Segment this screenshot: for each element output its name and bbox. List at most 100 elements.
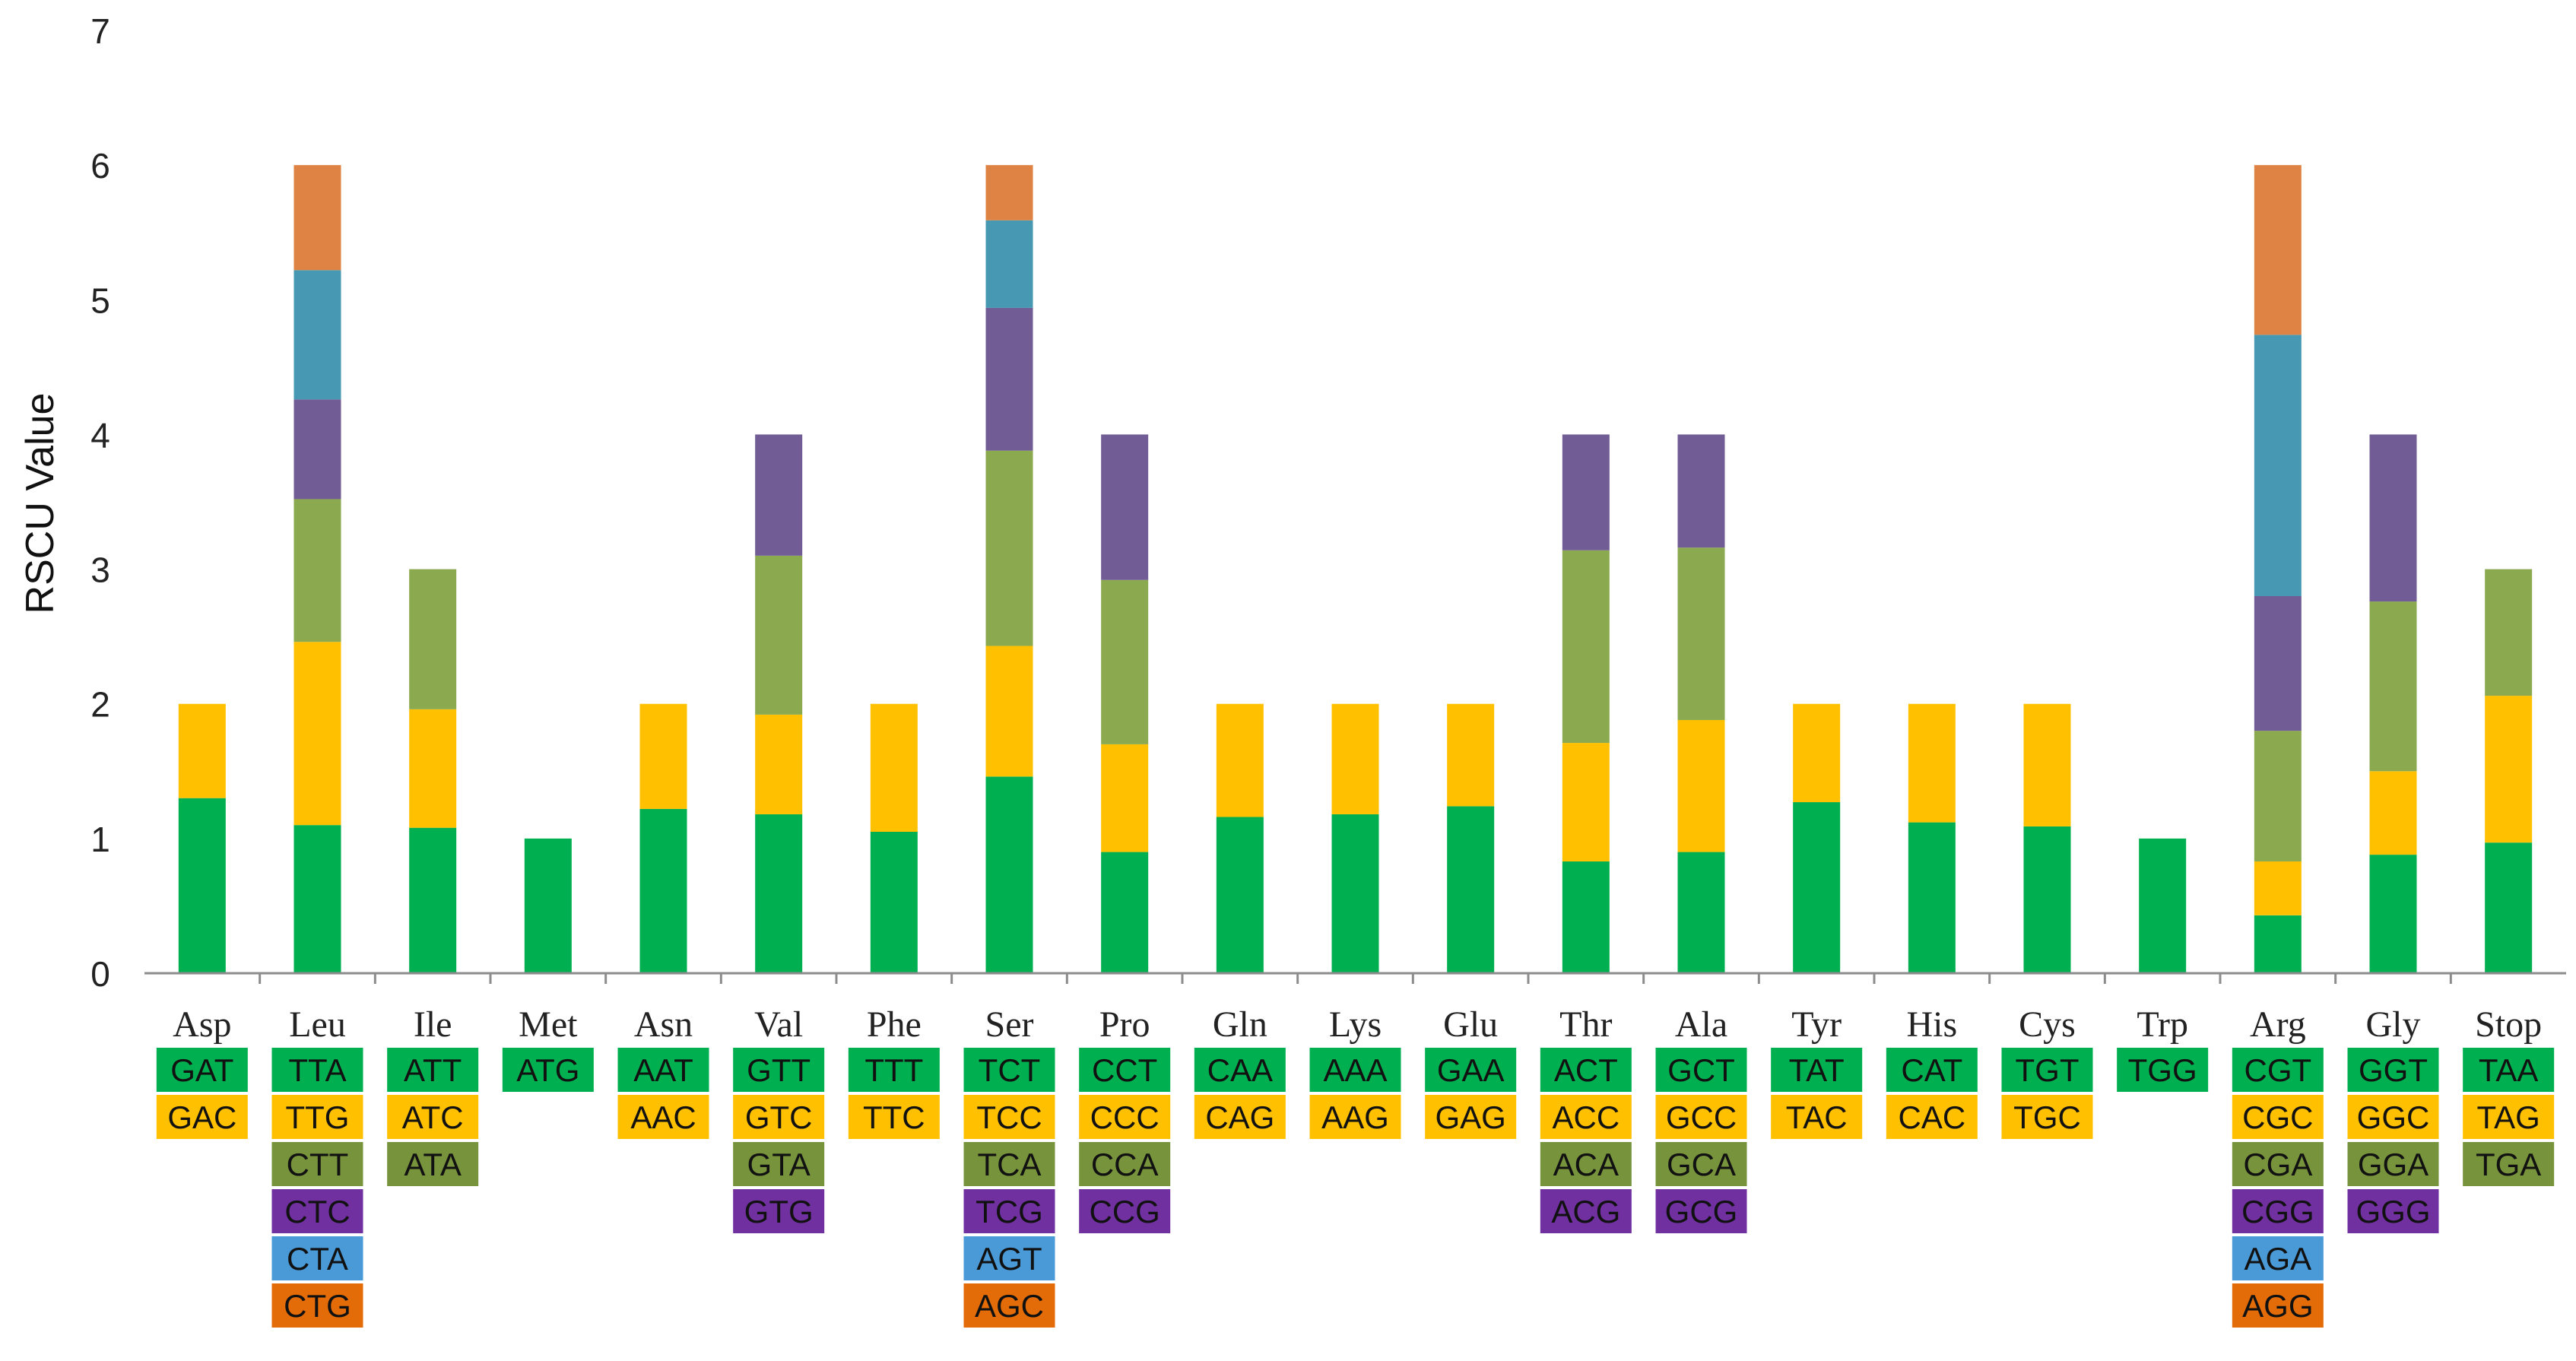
codon-box-gcc	[1655, 1095, 1747, 1139]
x-tick-label-arg: Arg	[2250, 1004, 2306, 1045]
codon-box-ata	[387, 1142, 479, 1186]
codon-label-agc: AGC	[975, 1288, 1044, 1324]
codon-label-cca: CCA	[1091, 1147, 1159, 1182]
bar-segment-ctc	[293, 399, 341, 500]
codon-box-atg	[502, 1048, 594, 1092]
codon-box-caa	[1194, 1048, 1286, 1092]
codon-box-ggc	[2347, 1095, 2439, 1139]
x-tick-label-ser: Ser	[985, 1004, 1034, 1045]
codon-box-tcc	[963, 1095, 1055, 1139]
bar-segment-gct	[1677, 852, 1725, 973]
codon-box-ttg	[271, 1095, 363, 1139]
bar-segment-ggg	[2369, 434, 2417, 602]
bar-segment-caa	[1216, 817, 1264, 973]
bar-segment-gtg	[755, 434, 803, 556]
bars	[178, 165, 2533, 973]
codon-box-cta	[271, 1236, 363, 1280]
codon-label-gtg: GTG	[744, 1194, 814, 1229]
codon-label-ggc: GGC	[2357, 1099, 2430, 1135]
codon-label-cat: CAT	[1901, 1052, 1962, 1088]
codon-box-taa	[2463, 1048, 2555, 1092]
bar-segment-gac	[178, 703, 226, 798]
bar-segment-cag	[1216, 703, 1264, 817]
codon-label-agt: AGT	[976, 1241, 1042, 1277]
codon-label-cta: CTA	[287, 1241, 348, 1277]
codon-label-atg: ATG	[516, 1052, 579, 1088]
codon-box-tca	[963, 1142, 1055, 1186]
codon-box-cgt	[2232, 1048, 2324, 1092]
codon-label-gta: GTA	[747, 1147, 811, 1182]
codon-label-aga: AGA	[2244, 1241, 2311, 1277]
y-tick-label: 7	[90, 11, 110, 51]
codon-box-tgc	[2001, 1095, 2093, 1139]
codon-label-ccc: CCC	[1090, 1099, 1160, 1135]
codon-label-gag: GAG	[1435, 1099, 1505, 1135]
bar-segment-tgc	[2023, 703, 2071, 826]
codon-label-gtc: GTC	[745, 1099, 813, 1135]
codon-box-att	[387, 1048, 479, 1092]
codon-box-aac	[617, 1095, 709, 1139]
codon-label-acg: ACG	[1551, 1194, 1620, 1229]
codon-label-gaa: GAA	[1437, 1052, 1505, 1088]
codon-box-ttt	[848, 1048, 940, 1092]
bar-segment-agc	[985, 165, 1033, 220]
codon-box-gag	[1425, 1095, 1517, 1139]
codon-label-aaa: AAA	[1323, 1052, 1387, 1088]
bar-segment-cat	[1908, 822, 1956, 973]
bar-segment-aca	[1562, 550, 1610, 744]
x-tick-label-his: His	[1906, 1004, 1957, 1045]
x-tick-label-leu: Leu	[289, 1004, 346, 1045]
bar-segment-tga	[2485, 569, 2533, 696]
bar-segment-atg	[524, 838, 572, 973]
codon-box-gga	[2347, 1142, 2439, 1186]
x-tick-label-cys: Cys	[2019, 1004, 2076, 1045]
codon-label-ccg: CCG	[1089, 1194, 1160, 1229]
codon-box-acc	[1540, 1095, 1632, 1139]
codon-label-tgc: TGC	[2013, 1099, 2081, 1135]
codon-label-tga: TGA	[2476, 1147, 2541, 1182]
bar-segment-gga	[2369, 601, 2417, 772]
codon-label-tac: TAC	[1786, 1099, 1848, 1135]
bar-segment-ccg	[1101, 434, 1149, 580]
codon-box-gaa	[1425, 1048, 1517, 1092]
bar-segment-ttg	[293, 642, 341, 826]
x-tick-label-lys: Lys	[1329, 1004, 1382, 1045]
codon-label-gca: GCA	[1667, 1147, 1736, 1182]
bar-segment-aat	[639, 808, 687, 973]
codon-label-ggt: GGT	[2359, 1052, 2428, 1088]
bar-segment-ttt	[870, 832, 918, 973]
codon-box-tct	[963, 1048, 1055, 1092]
bar-segment-cgg	[2254, 596, 2302, 731]
codon-box-gtc	[733, 1095, 825, 1139]
bar-segment-taa	[2485, 842, 2533, 973]
y-tick-label: 5	[90, 281, 110, 320]
codon-label-ttg: TTG	[286, 1099, 350, 1135]
codon-box-gca	[1655, 1142, 1747, 1186]
bar-segment-gta	[755, 555, 803, 715]
bar-segment-aga	[2254, 335, 2302, 596]
codon-box-agc	[963, 1283, 1055, 1328]
y-tick-label: 1	[90, 820, 110, 859]
x-tick-label-val: Val	[754, 1004, 803, 1045]
bar-segment-cga	[2254, 731, 2302, 861]
codon-label-cag: CAG	[1205, 1099, 1274, 1135]
bar-segment-aac	[639, 703, 687, 809]
bar-segment-gca	[1677, 547, 1725, 720]
y-tick-label: 6	[90, 146, 110, 186]
codon-box-ttc	[848, 1095, 940, 1139]
codon-label-tcg: TCG	[976, 1194, 1043, 1229]
codon-label-aag: AAG	[1321, 1099, 1389, 1135]
bar-segment-cgt	[2254, 915, 2302, 973]
codon-label-gga: GGA	[2358, 1147, 2428, 1182]
bar-segment-ccc	[1101, 744, 1149, 852]
codon-label-tat: TAT	[1789, 1052, 1845, 1088]
codon-box-atc	[387, 1095, 479, 1139]
x-axis: Asp Leu Ile Met Asn Val Phe Ser Pro Gln Lys Glu Thr A…	[144, 972, 2566, 1045]
codon-box-gta	[733, 1142, 825, 1186]
codon-label-tct: TCT	[979, 1052, 1041, 1088]
x-tick-label-stop: Stop	[2475, 1004, 2542, 1045]
codon-legend: GAT GAC TTA TTG CTT CTC CTA CTG ATT ATC ATA ATG AAT A…	[156, 1048, 2555, 1328]
bar-segment-tgt	[2023, 826, 2071, 973]
codon-label-agg: AGG	[2242, 1288, 2313, 1324]
